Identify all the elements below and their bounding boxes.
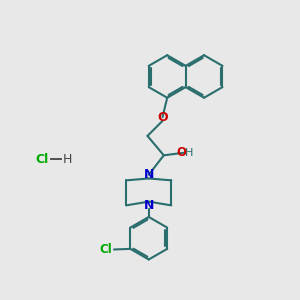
Text: O: O (176, 146, 186, 159)
Text: N: N (144, 168, 154, 181)
Text: H: H (184, 148, 193, 158)
Text: O: O (157, 111, 168, 124)
Text: Cl: Cl (35, 153, 49, 166)
Text: N: N (144, 199, 154, 212)
Text: Cl: Cl (100, 243, 112, 256)
Text: H: H (63, 153, 72, 166)
